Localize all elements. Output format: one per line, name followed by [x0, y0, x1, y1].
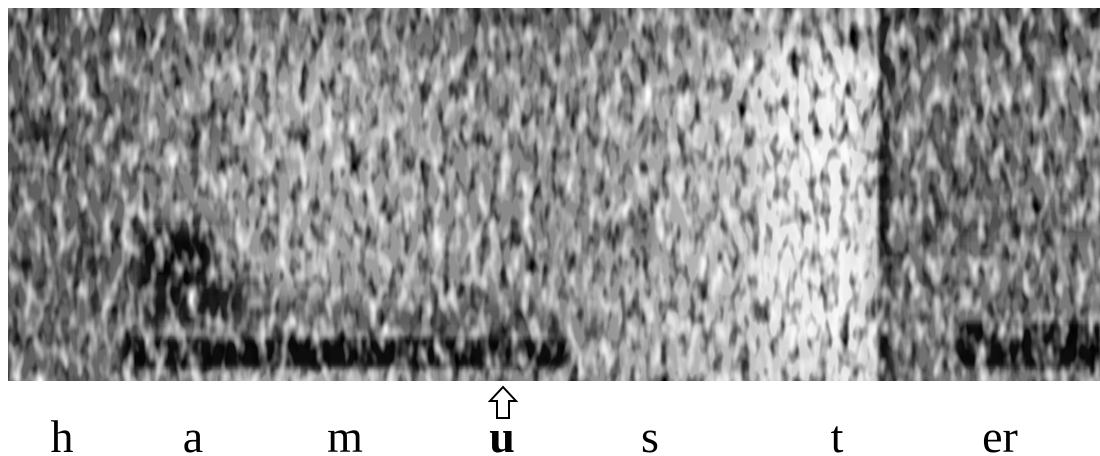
segment-label: u: [489, 411, 515, 456]
segment-label: t: [831, 411, 844, 456]
arrow-marker: [487, 385, 519, 419]
spectrogram: [8, 8, 1100, 381]
segment-label: h: [51, 411, 74, 456]
segment-label: er: [982, 411, 1018, 456]
segment-label: s: [641, 411, 659, 456]
segment-label: a: [183, 411, 203, 456]
segment-label: m: [327, 411, 363, 456]
segment-labels: h a m u s t er: [51, 411, 1018, 456]
